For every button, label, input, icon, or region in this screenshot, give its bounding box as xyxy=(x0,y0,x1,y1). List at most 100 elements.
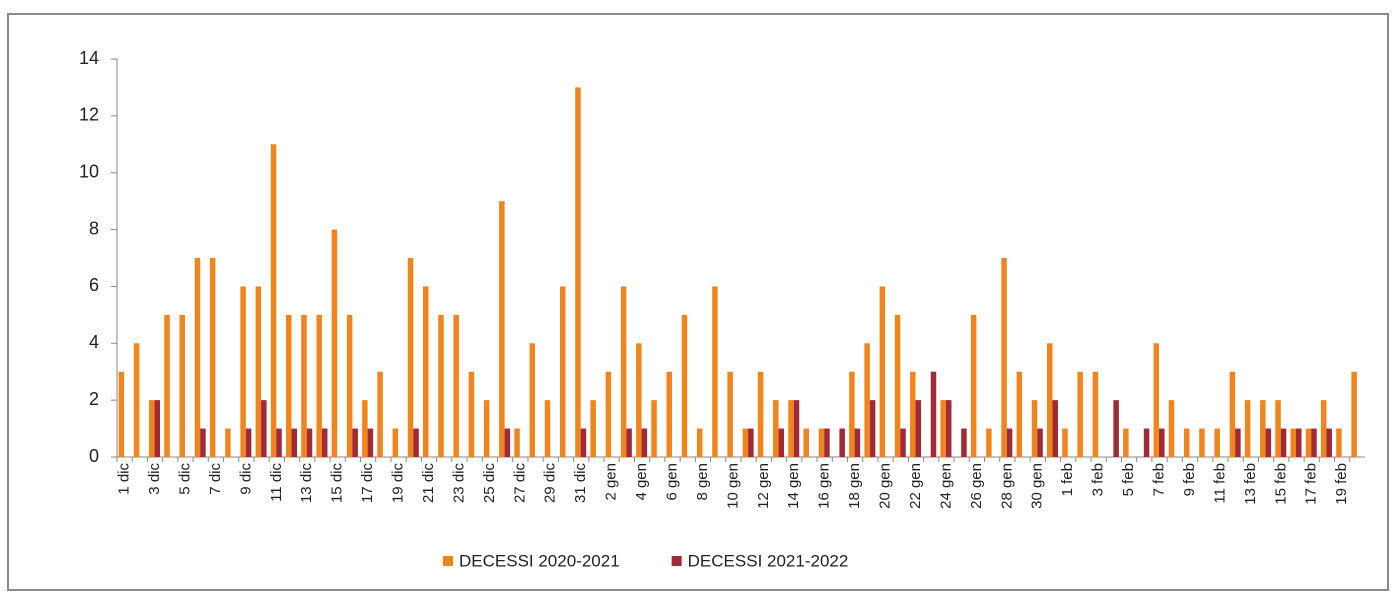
bar xyxy=(1052,400,1058,457)
x-tick-label: 27 dic xyxy=(511,463,528,504)
bar xyxy=(301,314,307,457)
bar xyxy=(118,371,125,457)
bar xyxy=(133,343,140,457)
x-tick-label: 28 gen xyxy=(998,463,1015,509)
bar xyxy=(306,428,313,457)
bar xyxy=(499,201,505,457)
x-tick-label: 3 dic xyxy=(146,463,163,495)
bar xyxy=(636,343,642,457)
bar xyxy=(681,314,688,457)
x-tick-label: 19 feb xyxy=(1333,463,1350,505)
bar xyxy=(245,428,252,457)
bar xyxy=(154,400,161,457)
bar xyxy=(1280,428,1287,457)
bar xyxy=(626,428,632,457)
bar xyxy=(1290,428,1297,457)
bar xyxy=(1047,343,1053,457)
bar xyxy=(1336,428,1342,457)
bar xyxy=(321,428,328,457)
bar xyxy=(1153,343,1160,457)
x-tick-label: 19 dic xyxy=(390,463,407,504)
bar xyxy=(757,371,764,457)
bar xyxy=(696,428,703,457)
x-tick-label: 6 gen xyxy=(663,463,680,501)
bar xyxy=(194,258,201,457)
bar xyxy=(824,428,830,457)
x-tick-label: 30 gen xyxy=(1029,463,1046,509)
bar xyxy=(605,371,612,457)
x-tick-label: 15 dic xyxy=(329,463,346,504)
bar xyxy=(291,428,298,457)
bar xyxy=(854,428,861,457)
bar xyxy=(1168,400,1175,457)
bar xyxy=(803,428,809,457)
bar xyxy=(580,428,587,457)
bar xyxy=(423,286,429,457)
bar xyxy=(620,286,627,457)
bar xyxy=(1229,371,1236,457)
bar xyxy=(727,371,733,457)
x-tick-label: 20 gen xyxy=(877,463,894,509)
x-tick-label: 21 dic xyxy=(420,463,437,504)
bar xyxy=(1320,400,1327,457)
x-tick-label: 5 dic xyxy=(176,463,193,495)
bar xyxy=(149,400,155,457)
bar xyxy=(1265,428,1272,457)
bar xyxy=(413,428,419,457)
legend-swatch xyxy=(671,556,682,566)
bar xyxy=(1275,400,1281,457)
bar xyxy=(879,286,886,457)
bar xyxy=(666,371,673,457)
bar xyxy=(575,87,581,457)
bar xyxy=(651,400,657,457)
x-tick-label: 23 dic xyxy=(450,463,467,504)
bar xyxy=(276,428,282,457)
x-tick-label: 15 feb xyxy=(1272,463,1289,505)
bar xyxy=(1092,371,1099,457)
bar xyxy=(915,400,922,457)
bar xyxy=(894,314,901,457)
bar xyxy=(316,314,322,457)
bar xyxy=(1006,428,1013,457)
x-tick-label: 16 gen xyxy=(816,463,833,509)
bar xyxy=(286,314,292,457)
bar xyxy=(377,371,383,457)
legend-swatch xyxy=(443,556,453,566)
x-tick-label: 22 gen xyxy=(907,463,924,509)
bar xyxy=(483,400,490,457)
bar xyxy=(864,343,870,457)
bar xyxy=(225,428,231,457)
bar xyxy=(1143,428,1150,457)
bar xyxy=(748,428,754,457)
bar xyxy=(1311,428,1317,457)
y-tick-label: 0 xyxy=(89,446,99,466)
bar xyxy=(362,400,368,457)
bar xyxy=(1351,371,1357,457)
bar xyxy=(869,400,876,457)
bar xyxy=(468,371,475,457)
x-tick-label: 1 dic xyxy=(116,463,133,495)
bar xyxy=(529,343,536,457)
bar xyxy=(961,428,967,457)
x-tick-label: 17 feb xyxy=(1303,463,1320,505)
bar xyxy=(1037,428,1043,457)
y-tick-label: 14 xyxy=(79,48,99,68)
x-tick-label: 18 gen xyxy=(846,463,863,509)
bar xyxy=(788,400,794,457)
bar xyxy=(590,400,596,457)
bar xyxy=(261,400,267,457)
x-tick-label: 13 dic xyxy=(298,463,315,504)
bar xyxy=(209,258,216,457)
bar xyxy=(778,428,785,457)
bar xyxy=(940,400,946,457)
x-tick-label: 24 gen xyxy=(937,463,954,509)
bar xyxy=(559,286,566,457)
y-tick-label: 2 xyxy=(89,389,99,409)
legend-label: DECESSI 2020-2021 xyxy=(459,551,620,570)
x-tick-label: 12 gen xyxy=(755,463,772,509)
x-tick-label: 2 gen xyxy=(603,463,620,501)
bar xyxy=(392,428,399,457)
x-tick-label: 1 feb xyxy=(1059,463,1076,496)
bar xyxy=(164,314,170,457)
